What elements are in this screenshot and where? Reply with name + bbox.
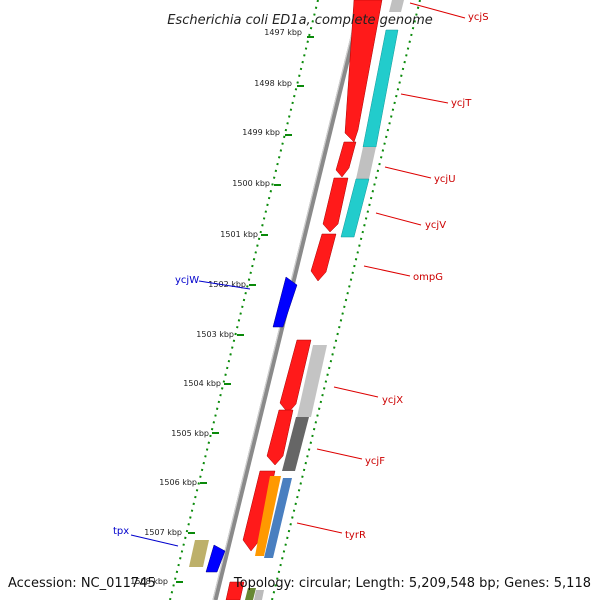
tick-label: 1508 kbp	[130, 577, 168, 586]
label-tyrR[interactable]: tyrR	[296, 522, 366, 541]
leader-line	[198, 280, 251, 290]
inner-dotted-ring	[169, 0, 319, 600]
leader-line	[400, 93, 449, 104]
tick-1507: 1507 kbp	[144, 528, 195, 537]
ycjF-track-darkgray	[282, 417, 309, 471]
leader-line	[130, 534, 179, 547]
tick-label: 1502 kbp	[208, 280, 246, 289]
tyrR-track-steelblue	[264, 478, 292, 558]
tick-label: 1497 kbp	[264, 28, 302, 37]
gene-label-ycjS: ycjS	[468, 12, 489, 23]
tick-1504: 1504 kbp	[183, 379, 231, 388]
label-ycjX[interactable]: ycjX	[333, 386, 403, 406]
gene-label-ycjF: ycjF	[365, 456, 385, 467]
tick-label: 1507 kbp	[144, 528, 182, 537]
leader-line	[375, 212, 422, 226]
gene-label-tyrR: tyrR	[345, 530, 366, 541]
cds-ycjV-feature[interactable]	[322, 177, 349, 233]
tick-label: 1500 kbp	[232, 179, 270, 188]
gene-label-ycjW: ycjW	[175, 275, 199, 286]
label-ycjV[interactable]: ycjV	[375, 212, 446, 231]
bottom-track-olive	[245, 588, 256, 600]
tick-1506: 1506 kbp	[159, 478, 207, 487]
label-ycjU[interactable]: ycjU	[384, 166, 456, 185]
tick-label: 1506 kbp	[159, 478, 197, 487]
bottom-track-gray	[254, 590, 264, 600]
tick-1505: 1505 kbp	[171, 429, 219, 438]
cds-ycjX-feature[interactable]	[279, 339, 312, 414]
label-ycjT[interactable]: ycjT	[400, 93, 472, 109]
cds-ycjF-feature[interactable]	[266, 409, 294, 466]
ycjS-track-gray	[389, 0, 404, 12]
tick-label: 1501 kbp	[220, 230, 258, 239]
gene-label-ycjU: ycjU	[434, 174, 456, 185]
gene-label-ompG: ompG	[413, 272, 443, 283]
gene-label-ycjT: ycjT	[451, 98, 472, 109]
tick-1499: 1499 kbp	[242, 128, 292, 137]
label-ycjF[interactable]: ycjF	[316, 448, 385, 467]
gene-label-ycjX: ycjX	[382, 395, 403, 406]
tick-1502: 1502 kbp	[208, 280, 256, 289]
tick-1497: 1497 kbp	[264, 28, 314, 38]
tick-1503: 1503 kbp	[196, 330, 244, 339]
label-ycjW[interactable]: ycjW	[175, 275, 251, 290]
leader-line	[333, 386, 379, 398]
tick-label: 1498 kbp	[254, 79, 292, 88]
cds-ompG-feature[interactable]	[310, 233, 337, 282]
cds-ycjW-feature[interactable]	[272, 276, 298, 328]
cds-bottom-feature[interactable]	[225, 581, 245, 600]
tick-1501: 1501 kbp	[220, 230, 268, 239]
label-ompG[interactable]: ompG	[363, 265, 443, 283]
map-title: Escherichia coli ED1a, complete genome	[167, 13, 433, 28]
label-tpx[interactable]: tpx	[113, 526, 179, 547]
cds-tyrR-feature[interactable]	[242, 470, 276, 552]
gene-label-ycjV: ycjV	[425, 220, 446, 231]
leader-line	[296, 522, 343, 534]
outer-dotted-ring	[271, 0, 421, 600]
tick-1498: 1498 kbp	[254, 79, 304, 88]
tick-label: 1504 kbp	[183, 379, 221, 388]
leader-line	[316, 448, 363, 460]
leader-line	[409, 2, 466, 19]
ycjV-track-cyan	[340, 178, 370, 238]
ycjX-track-gray	[297, 345, 327, 417]
tyrR-track-orange	[255, 476, 281, 556]
tick-label: 1505 kbp	[171, 429, 209, 438]
leader-line	[363, 265, 411, 277]
tick-1500: 1500 kbp	[232, 179, 281, 188]
leader-line	[384, 166, 432, 179]
tick-1508: 1508 kbp	[130, 577, 183, 586]
gene-label-tpx: tpx	[113, 526, 129, 537]
cds-ycjU-feature[interactable]	[335, 141, 357, 178]
label-ycjS[interactable]: ycjS	[409, 2, 489, 23]
tick-label: 1503 kbp	[196, 330, 234, 339]
tick-label: 1499 kbp	[242, 128, 280, 137]
accession-text: Accession: NC_011745	[8, 576, 156, 591]
tpx-track-khaki	[189, 540, 209, 567]
cds-tpx-feature[interactable]	[205, 544, 226, 573]
ycjU-track-gray	[356, 147, 376, 179]
topology-text: Topology: circular; Length: 5,209,548 bp…	[233, 576, 591, 591]
